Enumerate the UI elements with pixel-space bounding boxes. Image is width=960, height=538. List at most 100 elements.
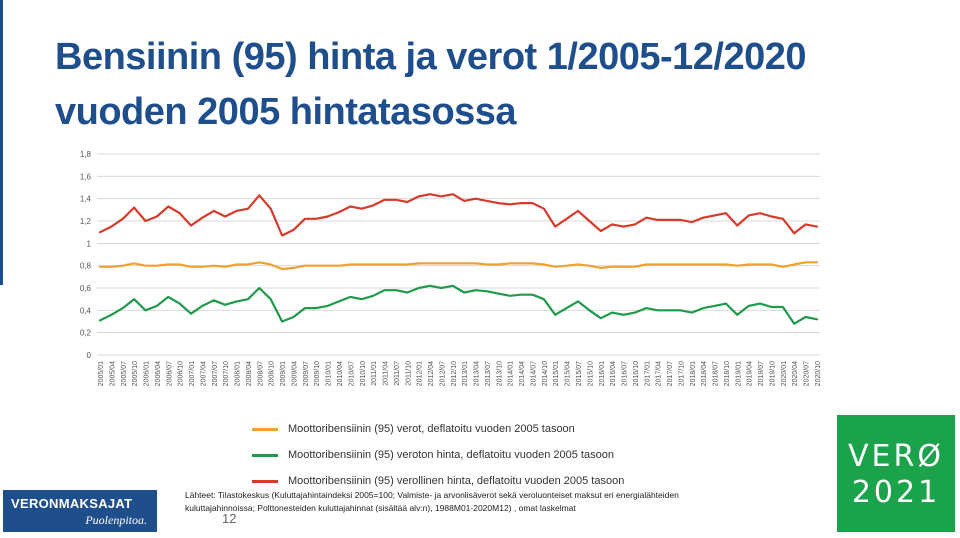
x-tick-label: 2009/01 xyxy=(280,361,287,386)
series-line-2 xyxy=(98,193,819,237)
x-tick-label: 2008/04 xyxy=(246,361,253,386)
x-tick-label: 2005/01 xyxy=(98,361,105,386)
title-line-2: vuoden 2005 hintatasossa xyxy=(55,91,517,133)
legend-item-veroton: Moottoribensiinin (95) veroton hinta, de… xyxy=(252,442,624,468)
x-tick-label: 2017/07 xyxy=(667,361,674,386)
x-tick-label: 2011/04 xyxy=(383,361,390,386)
x-tick-label: 2006/10 xyxy=(178,361,185,386)
left-accent-bar xyxy=(0,0,3,285)
x-tick-label: 2009/10 xyxy=(314,361,321,386)
x-tick-label: 2017/04 xyxy=(656,361,663,386)
x-tick-label: 2008/07 xyxy=(257,361,264,386)
y-tick-label: 1 xyxy=(87,239,92,248)
y-tick-label: 0 xyxy=(87,351,92,360)
x-tick-label: 2006/04 xyxy=(155,361,162,386)
x-tick-label: 2014/04 xyxy=(519,361,526,386)
y-tick-label: 1,8 xyxy=(80,150,92,159)
x-tick-label: 2011/01 xyxy=(371,361,378,386)
vero-2021-logo: VERØ 2021 xyxy=(837,415,955,532)
legend-swatch-red xyxy=(252,479,278,483)
x-tick-label: 2012/07 xyxy=(439,361,446,386)
x-tick-label: 2014/07 xyxy=(530,361,537,386)
legend-item-verollinen: Moottoribensiinin (95) verollinen hinta,… xyxy=(252,468,624,494)
series-line-0 xyxy=(98,261,819,271)
x-tick-label: 2019/07 xyxy=(758,361,765,386)
x-tick-label: 2005/10 xyxy=(132,361,139,386)
sources-note: Lähteet: Tilastokeskus (Kuluttajahintain… xyxy=(185,490,679,513)
x-tick-label: 2016/10 xyxy=(633,361,640,386)
x-tick-label: 2007/04 xyxy=(200,361,207,386)
y-tick-label: 1,4 xyxy=(80,195,92,204)
x-tick-label: 2005/04 xyxy=(109,361,116,386)
x-tick-label: 2006/07 xyxy=(166,361,173,386)
legend-label-verot: Moottoribensiinin (95) verot, deflatoitu… xyxy=(288,423,575,435)
x-tick-label: 2014/10 xyxy=(542,361,549,386)
x-tick-label: 2011/07 xyxy=(394,361,401,386)
x-tick-label: 2017/10 xyxy=(678,361,685,386)
chart-legend: Moottoribensiinin (95) verot, deflatoitu… xyxy=(252,416,624,494)
x-tick-label: 2014/01 xyxy=(508,361,515,386)
x-tick-label: 2015/07 xyxy=(576,361,583,386)
x-tick-label: 2015/10 xyxy=(587,361,594,386)
x-tick-label: 2007/07 xyxy=(212,361,219,386)
legend-label-verollinen: Moottoribensiinin (95) verollinen hinta,… xyxy=(288,475,625,487)
x-tick-label: 2012/04 xyxy=(428,361,435,386)
legend-swatch-orange xyxy=(252,427,278,431)
logo-right-line-2: 2021 xyxy=(851,475,941,510)
x-tick-label: 2006/01 xyxy=(144,361,151,386)
x-tick-label: 2020/07 xyxy=(804,361,811,386)
x-tick-label: 2020/04 xyxy=(792,361,799,386)
x-tick-label: 2008/01 xyxy=(235,361,242,386)
x-tick-label: 2013/07 xyxy=(485,361,492,386)
x-tick-label: 2008/10 xyxy=(269,361,276,386)
legend-swatch-green xyxy=(252,453,278,457)
x-tick-label: 2011/10 xyxy=(405,361,412,386)
x-tick-label: 2015/01 xyxy=(553,361,560,386)
x-tick-label: 2012/10 xyxy=(451,361,458,386)
x-tick-label: 2018/07 xyxy=(713,361,720,386)
x-tick-label: 2010/10 xyxy=(360,361,367,386)
y-tick-label: 0,2 xyxy=(80,329,92,338)
x-tick-label: 2019/01 xyxy=(735,361,742,386)
x-tick-label: 2017/01 xyxy=(644,361,651,386)
x-tick-label: 2010/01 xyxy=(326,361,333,386)
x-tick-label: 2013/04 xyxy=(474,361,481,386)
x-tick-label: 2018/10 xyxy=(724,361,731,386)
title-line-1: Bensiinin (95) hinta ja verot 1/2005-12/… xyxy=(55,36,807,78)
y-tick-label: 1,2 xyxy=(80,217,92,226)
x-tick-label: 2010/04 xyxy=(337,361,344,386)
y-tick-label: 1,6 xyxy=(80,172,92,181)
x-tick-label: 2018/01 xyxy=(690,361,697,386)
x-tick-label: 2019/10 xyxy=(769,361,776,386)
x-tick-label: 2010/07 xyxy=(348,361,355,386)
logo-right-line-1: VERØ xyxy=(848,439,944,474)
legend-item-verot: Moottoribensiinin (95) verot, deflatoitu… xyxy=(252,416,624,442)
x-tick-label: 2020/01 xyxy=(781,361,788,386)
logo-left-slogan: Puolenpitoa. xyxy=(85,513,147,527)
x-tick-label: 2013/01 xyxy=(462,361,469,386)
line-chart: 0 0,2 0,4 0,6 0,8 1 1,2 1,4 1,6 1,8 2005/01 2005/04… xyxy=(80,150,822,386)
x-tick-label: 2005/07 xyxy=(121,361,128,386)
page-title: Bensiinin (95) hinta ja verot 1/2005-12/… xyxy=(55,30,935,140)
logo-left-name: VERONMAKSAJAT xyxy=(11,496,133,511)
legend-label-veroton: Moottoribensiinin (95) veroton hinta, de… xyxy=(288,449,614,461)
x-tick-label: 2019/04 xyxy=(747,361,754,386)
y-tick-label: 0,6 xyxy=(80,284,92,293)
x-tick-label: 2007/10 xyxy=(223,361,230,386)
x-tick-label: 2016/04 xyxy=(610,361,617,386)
x-tick-label: 2016/07 xyxy=(622,361,629,386)
veronmaksajat-logo: VERONMAKSAJAT Puolenpitoa. xyxy=(3,490,157,532)
y-tick-label: 0,8 xyxy=(80,262,92,271)
x-tick-label: 2007/01 xyxy=(189,361,196,386)
x-tick-label: 2015/04 xyxy=(565,361,572,386)
x-tick-label: 2020/10 xyxy=(815,361,822,386)
page-number: 12 xyxy=(222,511,237,526)
x-tick-label: 2009/07 xyxy=(303,361,310,386)
x-tick-label: 2018/04 xyxy=(701,361,708,386)
x-tick-label: 2009/04 xyxy=(291,361,298,386)
x-tick-label: 2016/01 xyxy=(599,361,606,386)
y-tick-label: 0,4 xyxy=(80,306,92,315)
x-tick-label: 2013/10 xyxy=(496,361,503,386)
x-tick-label: 2012/01 xyxy=(417,361,424,386)
series-line-1 xyxy=(98,284,819,325)
